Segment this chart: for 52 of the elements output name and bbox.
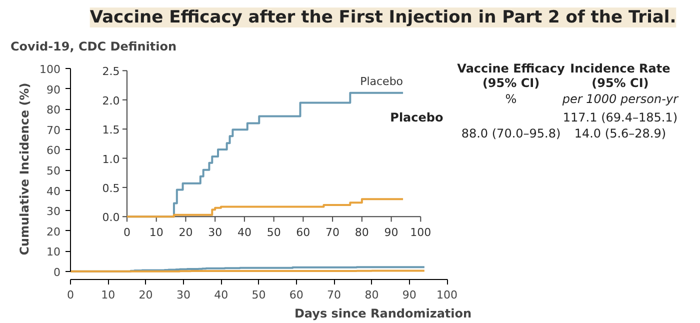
- y-tick-label: 70: [46, 124, 61, 137]
- y-tick-label: 40: [46, 184, 61, 198]
- x-tick-label: 0: [67, 288, 74, 302]
- x-tick-label: 90: [384, 226, 398, 239]
- y-tick-label: 30: [46, 205, 61, 218]
- y-axis-title: Cumulative Incidence (%): [18, 82, 32, 256]
- x-tick-label: 60: [296, 226, 310, 239]
- x-tick-label: 70: [326, 226, 340, 239]
- text: (95% CI): [482, 76, 540, 90]
- x-tick-label: 40: [237, 226, 252, 239]
- y-tick-label: 1.5: [102, 124, 120, 137]
- x-tick-label: 100: [436, 288, 458, 302]
- x-tick-label: 90: [402, 288, 416, 302]
- text: 88.0 (70.0–95.8): [461, 126, 561, 141]
- y-tick-label: 10: [46, 246, 61, 259]
- x-tick-label: 50: [252, 288, 266, 302]
- text: 14.0 (5.6–28.9): [574, 126, 666, 141]
- x-tick-label: 100: [410, 226, 432, 239]
- x-tick-label: 80: [354, 226, 369, 239]
- x-tick-label: 0: [123, 226, 130, 239]
- annotation: Placebo: [390, 110, 444, 124]
- y-tick-label: 90: [46, 83, 61, 96]
- y-tick-label: 2.0: [102, 94, 120, 108]
- y-tick-label: 60: [46, 144, 61, 158]
- y-tick-label: 0.5: [102, 182, 120, 195]
- y-tick-label: 80: [46, 104, 61, 117]
- y-tick-label: 2.5: [102, 65, 120, 78]
- series-label: Placebo: [360, 74, 404, 88]
- chart-title: Vaccine Efficacy after the First Injection in Part 2 of the Trial.: [90, 8, 676, 28]
- x-tick-label: 10: [149, 226, 164, 239]
- x-tick-label: 80: [364, 288, 379, 302]
- text: %: [505, 92, 517, 106]
- x-tick-label: 70: [327, 288, 342, 302]
- text: per 1000 person-yr: [561, 92, 680, 106]
- y-tick-label: 0.0: [102, 211, 120, 224]
- y-tick-label: 0: [54, 266, 60, 279]
- chart-subtitle: Covid-19, CDC Definition: [10, 40, 177, 54]
- y-tick-label: 50: [46, 164, 61, 178]
- x-tick-label: 30: [208, 226, 222, 239]
- x-tick-label: 60: [289, 288, 304, 302]
- y-tick-label: 100: [40, 63, 61, 76]
- x-axis-title: Days since Randomization: [294, 306, 472, 320]
- text: Vaccine Efficacy: [457, 62, 566, 76]
- x-tick-label: 20: [138, 288, 153, 302]
- text: 117.1 (69.4–185.1): [562, 110, 678, 124]
- x-tick-label: 40: [214, 288, 228, 302]
- text: (95% CI): [592, 76, 649, 90]
- y-tick-label: 1.0: [102, 152, 120, 166]
- x-tick-label: 20: [178, 226, 193, 239]
- x-tick-label: 30: [176, 288, 190, 302]
- text: Incidence Rate: [570, 62, 670, 76]
- x-tick-label: 50: [266, 226, 281, 239]
